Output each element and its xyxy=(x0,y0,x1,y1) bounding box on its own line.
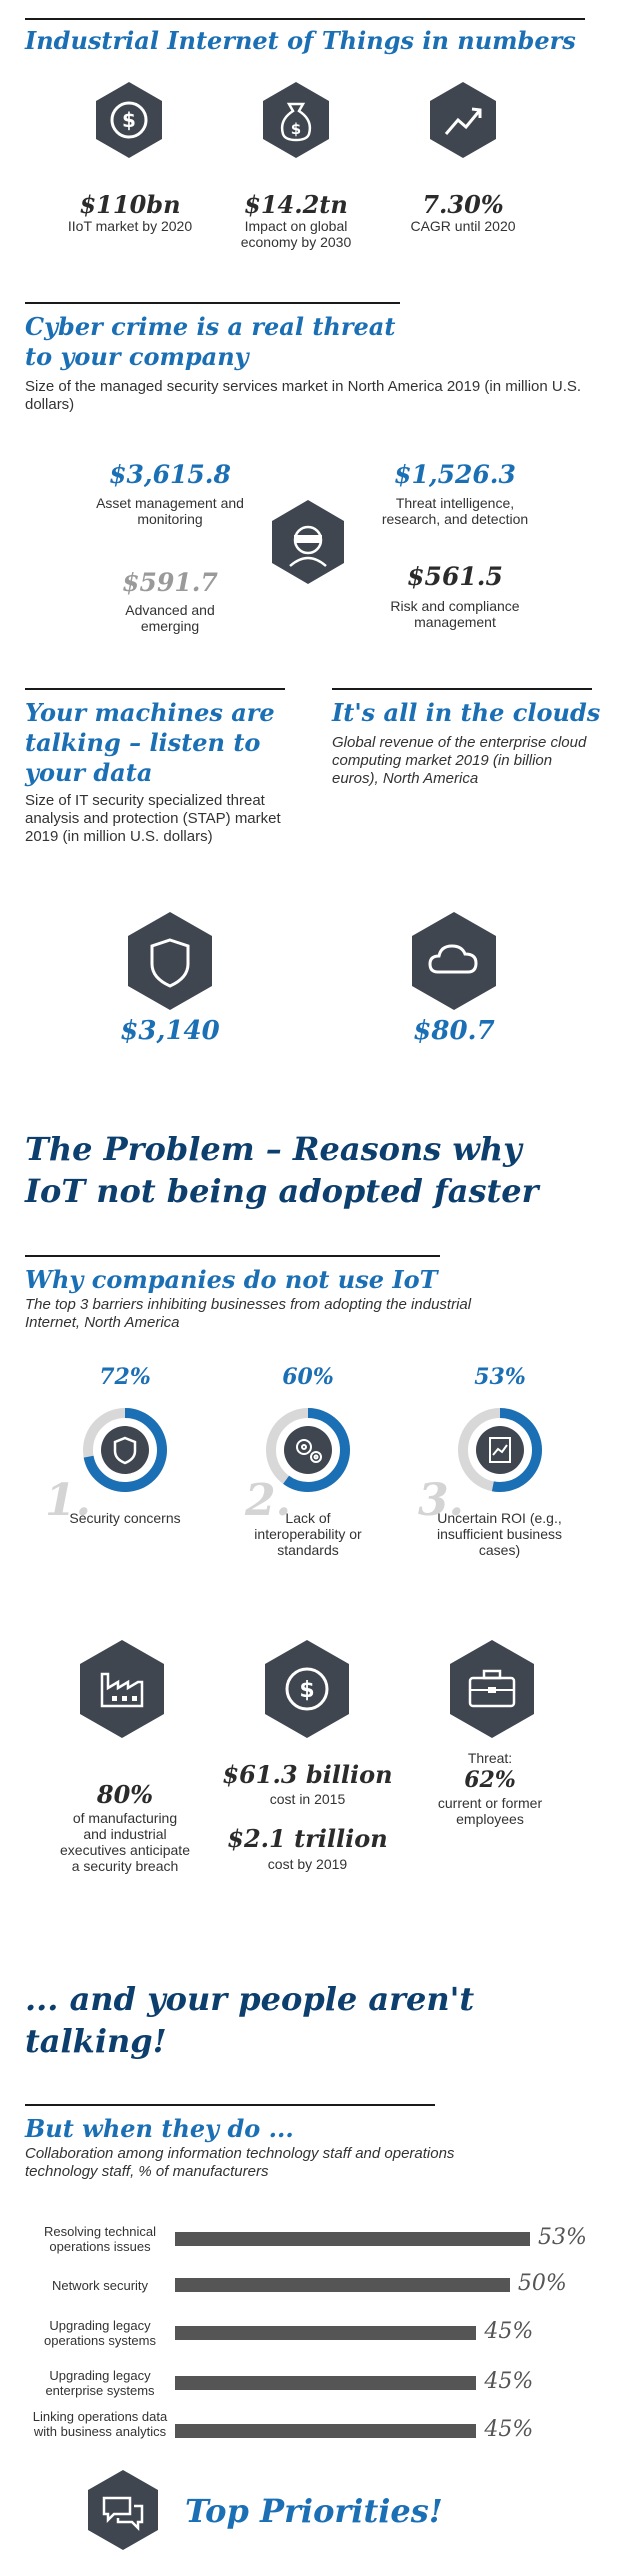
people-title-line2: talking! xyxy=(25,2022,167,2060)
factory-icon xyxy=(80,1640,164,1738)
collab-rule xyxy=(25,2104,435,2106)
barriers-rule xyxy=(25,1255,440,1257)
threat-intelligence-value: $1,526.3 xyxy=(394,460,516,489)
cloud-icon xyxy=(412,912,496,1010)
barrier-label-1: Security concerns xyxy=(69,1510,181,1526)
risk-compliance-value: $561.5 xyxy=(407,562,503,591)
stap-market-value: $3,140 xyxy=(120,1016,220,1046)
section3-left-title: Your machines are talking – listen to yo… xyxy=(25,698,275,787)
chat-bubbles-icon xyxy=(88,2470,158,2550)
advanced-emerging-label: Advanced and emerging xyxy=(125,602,215,634)
impact-value-1: 80% xyxy=(96,1780,154,1809)
problem-title-line1: The Problem – Reasons why xyxy=(25,1130,522,1168)
bar xyxy=(175,2424,477,2438)
barrier-label-3: Uncertain ROI (e.g., insufficient busine… xyxy=(436,1510,563,1558)
section3-right-subtitle: Global revenue of the enterprise cloud c… xyxy=(332,734,587,787)
impact-label-1: of manufacturing and industrial executiv… xyxy=(60,1810,190,1874)
bar-value-label: 45% xyxy=(484,2369,534,2394)
barrier-percent-3: 53% xyxy=(474,1364,526,1390)
document-chart-icon xyxy=(489,1437,511,1463)
advanced-emerging-value: $591.7 xyxy=(122,568,218,597)
section2-rule xyxy=(25,302,400,304)
impact-value-2b: $2.1 trillion xyxy=(227,1824,388,1853)
barrier-rank-2: 2. xyxy=(245,1475,291,1526)
top-priorities-title: Top Priorities! xyxy=(185,2492,443,2530)
asset-management-value: $3,615.8 xyxy=(109,460,231,489)
barriers-subtitle: The top 3 barriers inhibiting businesses… xyxy=(25,1296,472,1331)
barrier-percent-2: 60% xyxy=(282,1364,334,1390)
risk-compliance-label: Risk and compliance management xyxy=(390,598,520,630)
burglar-icon xyxy=(272,500,344,584)
bar xyxy=(175,2232,530,2246)
cloud-market-value: $80.7 xyxy=(413,1016,495,1046)
bar-value-label: 53% xyxy=(538,2225,587,2250)
bar-label: Upgrading legacy operations systems xyxy=(44,2318,156,2348)
barrier-label-2: Lack of interoperability or standards xyxy=(254,1510,362,1558)
shield-icon xyxy=(113,1436,137,1465)
barrier-ring-3 xyxy=(458,1408,542,1492)
trend-up-icon xyxy=(430,82,496,158)
impact-pre-3: Threat: xyxy=(467,1750,513,1766)
impact-label-2: cost in 2015 xyxy=(269,1791,346,1807)
section3-right-title: It's all in the clouds xyxy=(332,698,601,727)
impact-value-2: $61.3 billion xyxy=(222,1760,393,1789)
barrier-ring-2 xyxy=(266,1408,350,1492)
bar-value-label: 50% xyxy=(517,2271,567,2296)
people-title-line1: ... and your people aren't xyxy=(25,1980,475,2018)
bar xyxy=(175,2278,510,2292)
section2-title-line1: Cyber crime is a real threat xyxy=(25,312,396,341)
barriers-title: Why companies do not use IoT xyxy=(25,1265,438,1294)
problem-title-line2: IoT not being adopted faster xyxy=(25,1172,539,1210)
stat-label-3: CAGR until 2020 xyxy=(410,218,516,234)
barrier-rank-1: 1. xyxy=(45,1475,91,1526)
dollar-coin-icon: $ xyxy=(265,1640,349,1738)
section1-title: Industrial Internet of Things in numbers xyxy=(25,26,576,55)
svg-text:$: $ xyxy=(122,108,136,132)
section3-left-rule xyxy=(25,688,285,690)
stat-value-2: $14.2tn xyxy=(244,190,348,219)
barrier-percent-1: 72% xyxy=(99,1364,151,1390)
stat-label-1: IIoT market by 2020 xyxy=(67,218,193,234)
shield-icon xyxy=(128,912,212,1010)
asset-management-label: Asset management and monitoring xyxy=(96,495,244,527)
barrier-ring-1 xyxy=(83,1408,167,1492)
bar-label: Network security xyxy=(51,2277,149,2293)
svg-text:$: $ xyxy=(299,1678,314,1703)
stat-label-2: Impact on global economy by 2030 xyxy=(240,218,352,250)
stat-value-1: $110bn xyxy=(79,190,181,219)
svg-text:$: $ xyxy=(291,120,301,138)
bar-label: Linking operations data with business an… xyxy=(32,2408,168,2439)
section2-subtitle: Size of the managed security services ma… xyxy=(25,378,582,413)
impact-value-3: 62% xyxy=(464,1767,516,1793)
section3-left-subtitle: Size of IT security specialized threat a… xyxy=(25,792,281,845)
briefcase-icon xyxy=(450,1640,534,1738)
impact-label-3: current or former employees xyxy=(437,1795,543,1827)
impact-label-2b: cost by 2019 xyxy=(267,1856,348,1872)
bar-value-label: 45% xyxy=(484,2417,534,2442)
bar-label: Upgrading legacy enterprise systems xyxy=(45,2368,155,2398)
barrier-rank-3: 3. xyxy=(418,1475,464,1526)
collab-subtitle: Collaboration among information technolo… xyxy=(25,2145,455,2180)
threat-intelligence-label: Threat intelligence, research, and detec… xyxy=(381,495,529,527)
bar xyxy=(175,2326,477,2340)
section1-rule xyxy=(25,18,585,20)
bar xyxy=(175,2376,477,2390)
section2-title-line2: to your company xyxy=(25,342,249,371)
gears-icon xyxy=(296,1439,322,1463)
collab-title: But when they do ... xyxy=(25,2114,294,2143)
dollar-coin-icon: $ xyxy=(96,82,162,158)
stat-value-3: 7.30% xyxy=(422,190,504,219)
money-bag-icon: $ xyxy=(263,82,329,158)
section3-right-rule xyxy=(332,688,592,690)
bar-label: Resolving technical operations issues xyxy=(43,2224,156,2254)
bar-value-label: 45% xyxy=(484,2319,534,2344)
